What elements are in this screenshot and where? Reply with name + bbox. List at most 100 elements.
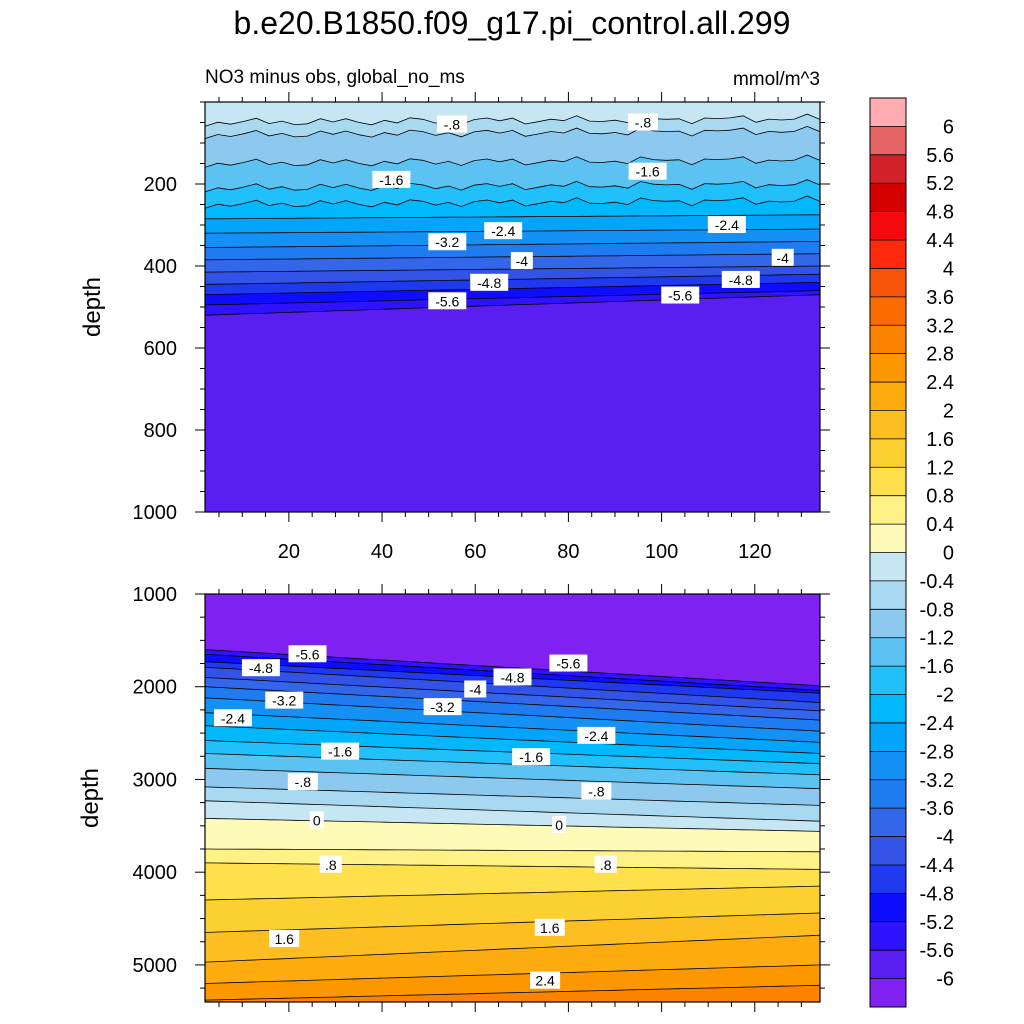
- plot-area: -5.6 -5.6 -4.8 -4.8 -4 -3.2 -3.2 -2.4 -2.4 -1.6 -1…: [205, 594, 820, 1002]
- contour-label-box: [372, 170, 411, 188]
- contour-line: [205, 767, 820, 790]
- colorbar-label: 4: [943, 258, 954, 280]
- contour-line: [205, 964, 820, 984]
- colorbar-box: [870, 637, 906, 667]
- units-subtitle: mmol/m^3: [733, 69, 820, 90]
- contour-label: -.8: [444, 117, 461, 133]
- colorbar-label: -2: [936, 685, 954, 707]
- x-tick-label: 60: [464, 541, 486, 563]
- contour-label: -4: [777, 250, 790, 266]
- contour-label: 0: [555, 817, 563, 833]
- colorbar-label: 2.4: [926, 372, 954, 394]
- colorbar-box: [870, 694, 906, 724]
- contour-line: [205, 712, 820, 743]
- colorbar-box: [870, 524, 906, 553]
- contour-label: -4.8: [477, 275, 501, 291]
- contour-label-box: [436, 115, 467, 133]
- contour-label-box: [549, 654, 588, 672]
- colorbar-label: 4.8: [926, 202, 954, 224]
- colorbar-box: [870, 666, 906, 696]
- y-tick-label: 4000: [133, 862, 178, 884]
- contour-line: [205, 154, 820, 168]
- contour-label: -5.6: [435, 293, 459, 309]
- x-tick-label: 40: [371, 541, 393, 563]
- colorbar-label: -3.6: [920, 798, 954, 820]
- colorbar-box: [870, 353, 906, 383]
- colorbar-label: 5.6: [926, 145, 954, 167]
- y-tick-label: 1000: [133, 584, 178, 606]
- contour-label-box: [594, 855, 617, 873]
- colorbar-box: [870, 495, 906, 525]
- colorbar-label: 1.2: [926, 457, 954, 479]
- colorbar-box: [870, 921, 906, 951]
- colorbar-box: [870, 467, 906, 497]
- contour-label: -5.6: [668, 288, 692, 304]
- y-tick-label: 400: [144, 256, 177, 278]
- contour-label: -2.4: [491, 223, 515, 239]
- contour-label: -4: [516, 253, 529, 269]
- contour-label-box: [581, 782, 612, 800]
- contour-line: [205, 214, 820, 220]
- contour-label-box: [493, 668, 532, 686]
- contour-label: 2.4: [535, 973, 555, 989]
- colorbar-label: -1.6: [920, 656, 954, 678]
- contour-label-box: [428, 292, 467, 310]
- colorbar-frame: [869, 97, 907, 1008]
- contour-line: [205, 686, 820, 721]
- contour-label: -4.8: [729, 272, 753, 288]
- colorbar-label: 3.2: [926, 315, 954, 337]
- contour-label: -4.8: [500, 669, 524, 685]
- contour-label: -1.6: [328, 744, 352, 760]
- contour-label: -2.4: [715, 217, 739, 233]
- contour-label-box: [534, 918, 565, 936]
- colorbar-box: [870, 183, 906, 213]
- contour-label-box: [269, 929, 300, 947]
- colorbar-box: [870, 98, 906, 127]
- contour-label: -1.6: [636, 164, 660, 180]
- colorbar-label: 2.8: [926, 344, 954, 366]
- variable-subtitle: NO3 minus obs, global_no_ms: [205, 67, 465, 88]
- contour-label: -3.2: [431, 699, 455, 715]
- colorbar-label: -5.6: [920, 940, 954, 962]
- contour-label-box: [552, 815, 567, 833]
- y-axis-title: depth: [77, 768, 104, 828]
- colorbar-label: -4: [936, 827, 954, 849]
- colorbar-label: 1.6: [926, 429, 954, 451]
- contour-line: [205, 294, 820, 316]
- colorbar-box: [870, 552, 906, 582]
- colorbar-label: -0.4: [920, 571, 954, 593]
- contour-line: [205, 677, 820, 712]
- contour-line: [205, 885, 820, 901]
- contour-label-box: [309, 811, 324, 829]
- contour-line: [205, 195, 820, 209]
- colorbar-box: [870, 751, 906, 781]
- y-tick-label: 2000: [133, 677, 178, 699]
- y-tick-label: 800: [144, 420, 177, 442]
- colorbar-box: [870, 296, 906, 326]
- colorbar-label: -2.4: [920, 713, 954, 735]
- colorbar-box: [870, 268, 906, 298]
- contour-label: .8: [325, 857, 337, 873]
- contour-label-box: [287, 773, 318, 791]
- colorbar-box: [870, 154, 906, 184]
- contour-label: .8: [600, 857, 612, 873]
- contour-label-box: [661, 286, 700, 304]
- y-tick-label: 600: [144, 338, 177, 360]
- contour-label: -.8: [295, 774, 312, 790]
- contour-line: [205, 113, 820, 127]
- contour-line: [205, 862, 820, 870]
- contour-label: -.8: [588, 784, 605, 800]
- colorbar-box: [870, 438, 906, 468]
- contour-label: -5.6: [295, 646, 319, 662]
- contour-label: -5.6: [556, 656, 580, 672]
- colorbar-label: -5.2: [920, 912, 954, 934]
- contour-line: [205, 725, 820, 754]
- contour-label-box: [577, 726, 616, 744]
- colorbar-box: [870, 978, 906, 1008]
- contour-label: -2.4: [221, 710, 245, 726]
- contour-label-box: [510, 252, 533, 270]
- colorbar-label: 6: [943, 116, 954, 138]
- colorbar-box: [870, 410, 906, 440]
- colorbar: 6 5.6 5.2 4.8 4.4 4 3.6 3.2 2.8 2.4 2 1.6 1.2 0.8 0.4 0…: [869, 97, 954, 1008]
- colorbar-box: [870, 240, 906, 269]
